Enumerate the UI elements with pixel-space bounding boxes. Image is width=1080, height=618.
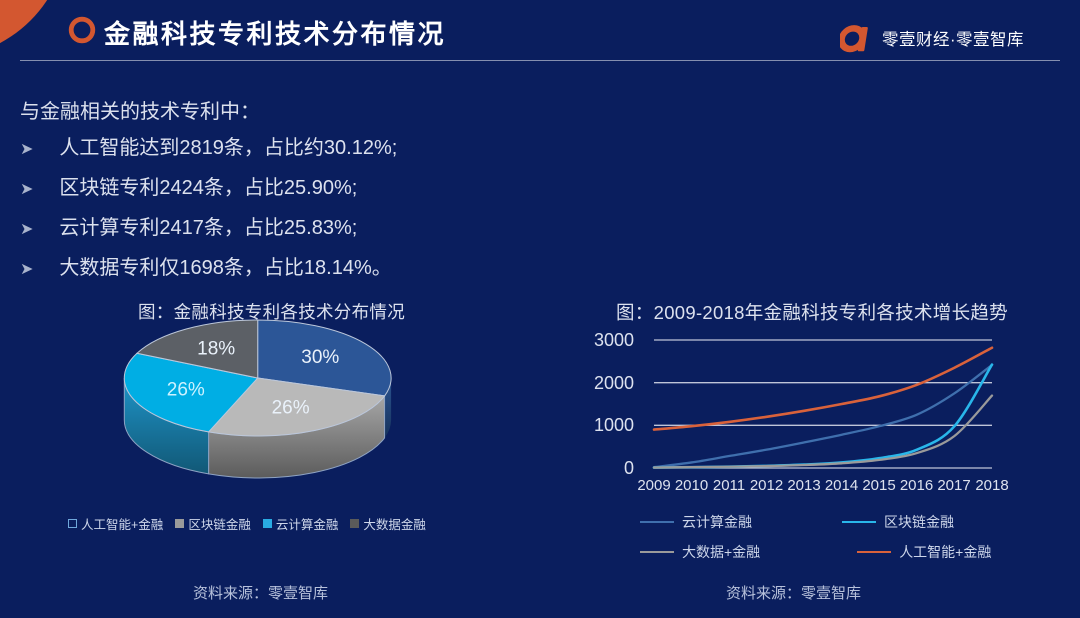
svg-text:18%: 18% [197, 339, 235, 360]
svg-text:30%: 30% [301, 347, 339, 368]
svg-text:26%: 26% [167, 379, 205, 400]
svg-text:26%: 26% [272, 397, 310, 418]
